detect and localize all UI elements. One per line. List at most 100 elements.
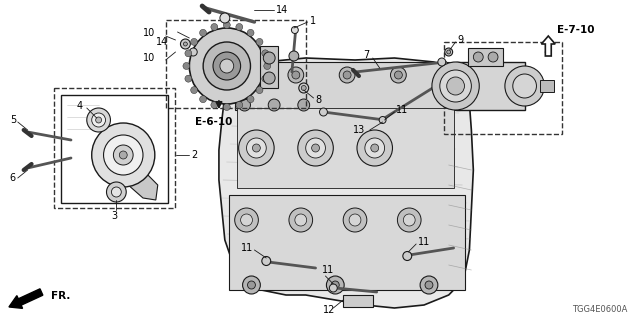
Bar — [54, 88, 175, 208]
Circle shape — [357, 130, 392, 166]
Circle shape — [438, 58, 445, 66]
Circle shape — [252, 144, 260, 152]
Circle shape — [211, 23, 218, 30]
Circle shape — [220, 13, 230, 23]
Circle shape — [513, 74, 536, 98]
Circle shape — [106, 182, 126, 202]
Circle shape — [445, 48, 452, 56]
Polygon shape — [219, 58, 474, 308]
Circle shape — [332, 281, 339, 289]
Circle shape — [223, 21, 230, 28]
Circle shape — [349, 214, 361, 226]
Circle shape — [301, 85, 306, 91]
Bar — [235, 62, 460, 110]
Circle shape — [235, 208, 259, 232]
Circle shape — [299, 83, 308, 93]
Circle shape — [291, 27, 298, 34]
Text: 12: 12 — [323, 305, 336, 315]
Text: 4: 4 — [77, 101, 83, 111]
Circle shape — [243, 276, 260, 294]
Bar — [468, 48, 503, 66]
Circle shape — [390, 67, 406, 83]
Circle shape — [289, 208, 312, 232]
Bar — [228, 195, 465, 290]
Bar — [540, 80, 554, 92]
Circle shape — [262, 257, 271, 266]
Circle shape — [239, 130, 274, 166]
Circle shape — [488, 52, 498, 62]
Bar — [237, 108, 454, 188]
Text: 11: 11 — [321, 265, 333, 275]
Bar — [166, 20, 306, 108]
Circle shape — [262, 75, 269, 82]
Circle shape — [397, 208, 421, 232]
Circle shape — [312, 144, 319, 152]
Text: TGG4E0600A: TGG4E0600A — [572, 306, 627, 315]
Text: 9: 9 — [458, 35, 464, 45]
Circle shape — [256, 87, 263, 93]
Text: 11: 11 — [418, 237, 430, 247]
Circle shape — [236, 23, 243, 30]
Text: FR.: FR. — [51, 291, 70, 301]
Bar — [61, 95, 168, 203]
Text: 11: 11 — [396, 105, 409, 115]
Bar — [343, 295, 372, 307]
Circle shape — [263, 52, 275, 64]
Circle shape — [339, 67, 355, 83]
Text: 11: 11 — [241, 243, 253, 253]
Circle shape — [298, 130, 333, 166]
Circle shape — [505, 66, 545, 106]
Circle shape — [211, 101, 218, 108]
FancyArrow shape — [541, 36, 555, 56]
Circle shape — [268, 99, 280, 111]
Circle shape — [239, 99, 250, 111]
Text: 13: 13 — [353, 125, 365, 135]
Circle shape — [92, 113, 106, 127]
Circle shape — [189, 28, 264, 104]
Circle shape — [223, 103, 230, 110]
Circle shape — [247, 29, 254, 36]
Circle shape — [119, 151, 127, 159]
Circle shape — [365, 138, 385, 158]
Circle shape — [295, 214, 307, 226]
Circle shape — [220, 59, 234, 73]
Circle shape — [111, 187, 122, 197]
Circle shape — [200, 96, 207, 103]
Text: 5: 5 — [10, 115, 16, 125]
Circle shape — [237, 67, 252, 83]
Circle shape — [262, 50, 269, 57]
Text: 3: 3 — [111, 211, 118, 221]
Circle shape — [420, 276, 438, 294]
Text: 8: 8 — [316, 95, 322, 105]
Circle shape — [432, 62, 479, 110]
Circle shape — [447, 50, 451, 54]
Circle shape — [189, 48, 197, 56]
Circle shape — [184, 42, 188, 46]
Circle shape — [185, 50, 192, 57]
Circle shape — [326, 276, 344, 294]
Text: 2: 2 — [191, 150, 198, 160]
Text: 1: 1 — [310, 16, 316, 26]
Circle shape — [298, 99, 310, 111]
Circle shape — [185, 75, 192, 82]
Circle shape — [403, 252, 412, 260]
Circle shape — [447, 77, 465, 95]
Circle shape — [246, 138, 266, 158]
Text: 10: 10 — [143, 53, 156, 63]
Circle shape — [247, 96, 254, 103]
Circle shape — [191, 38, 198, 45]
Circle shape — [289, 51, 299, 61]
Circle shape — [113, 145, 133, 165]
Circle shape — [236, 101, 243, 108]
Circle shape — [343, 71, 351, 79]
Text: E-6-10: E-6-10 — [195, 117, 232, 127]
Bar — [444, 42, 562, 134]
Circle shape — [104, 135, 143, 175]
Circle shape — [213, 52, 241, 80]
Circle shape — [248, 281, 255, 289]
Circle shape — [241, 214, 252, 226]
Circle shape — [191, 87, 198, 93]
Polygon shape — [118, 155, 158, 200]
Circle shape — [200, 29, 207, 36]
Circle shape — [292, 71, 300, 79]
